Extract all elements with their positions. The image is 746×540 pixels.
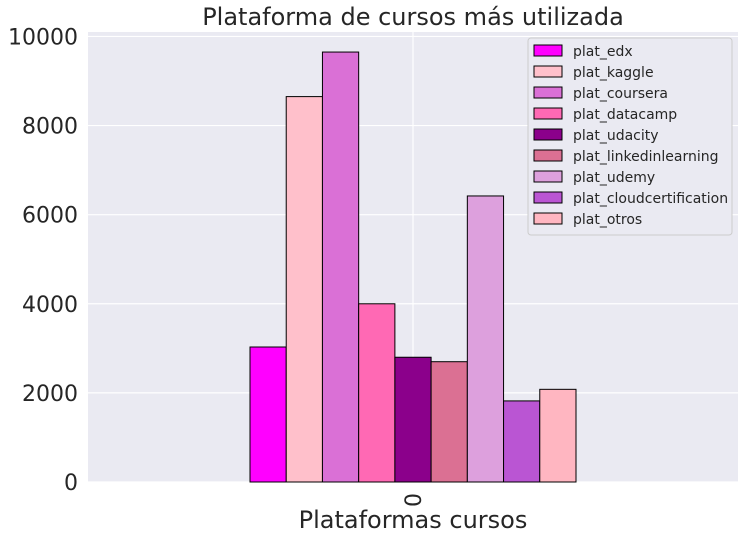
bar-plat_otros — [539, 388, 577, 483]
y-tick-label: 10000 — [8, 25, 78, 50]
legend-label-plat_cloudcertification: plat_cloudcertification — [573, 191, 728, 207]
x-axis-ticks: 0 — [402, 493, 427, 507]
legend: plat_edx plat_kaggle plat_coursera plat_dat… — [527, 37, 733, 236]
legend-swatch-plat_udacity — [533, 128, 563, 141]
legend-swatch-plat_cloudcertification — [533, 191, 563, 204]
legend-label-plat_udacity: plat_udacity — [573, 128, 659, 144]
legend-swatch-plat_kaggle — [533, 65, 563, 78]
legend-label-plat_datacamp: plat_datacamp — [573, 107, 677, 123]
legend-swatch-plat_linkedinlearning — [533, 149, 563, 162]
bars — [249, 51, 577, 483]
bar-plat_kaggle — [285, 96, 323, 483]
y-tick-label: 2000 — [22, 382, 78, 407]
bar-plat_datacamp — [358, 303, 396, 483]
legend-swatch-plat_udemy — [533, 170, 563, 183]
legend-label-plat_udemy: plat_udemy — [573, 170, 655, 186]
y-axis-ticks: 0 2000 4000 6000 8000 10000 — [8, 25, 78, 496]
legend-label-plat_edx: plat_edx — [573, 44, 633, 60]
legend-label-plat_linkedinlearning: plat_linkedinlearning — [573, 149, 718, 165]
y-tick-label: 8000 — [22, 115, 78, 140]
legend-swatch-plat_datacamp — [533, 107, 563, 120]
bar-plat_cloudcertification — [503, 400, 541, 483]
chart-title: Plataforma de cursos más utilizada — [202, 3, 624, 31]
bar-plat_edx — [249, 346, 287, 483]
legend-label-plat_otros: plat_otros — [573, 212, 642, 228]
legend-box — [527, 37, 733, 236]
y-tick-label: 4000 — [22, 293, 78, 318]
legend-swatch-plat_otros — [533, 212, 563, 225]
y-tick-label: 6000 — [22, 204, 78, 229]
legend-label-plat_coursera: plat_coursera — [573, 86, 668, 102]
legend-swatch-plat_edx — [533, 44, 563, 57]
legend-swatch-plat_coursera — [533, 86, 563, 99]
legend-label-plat_kaggle: plat_kaggle — [573, 65, 654, 81]
x-axis-label: Plataformas cursos — [299, 506, 528, 534]
x-tick-label: 0 — [402, 493, 427, 507]
y-tick-label: 0 — [64, 471, 78, 496]
bar-plat_coursera — [321, 51, 360, 483]
bar-plat_udemy — [466, 195, 505, 483]
bar-plat_linkedinlearning — [430, 361, 468, 483]
bar-plat_udacity — [394, 356, 432, 483]
